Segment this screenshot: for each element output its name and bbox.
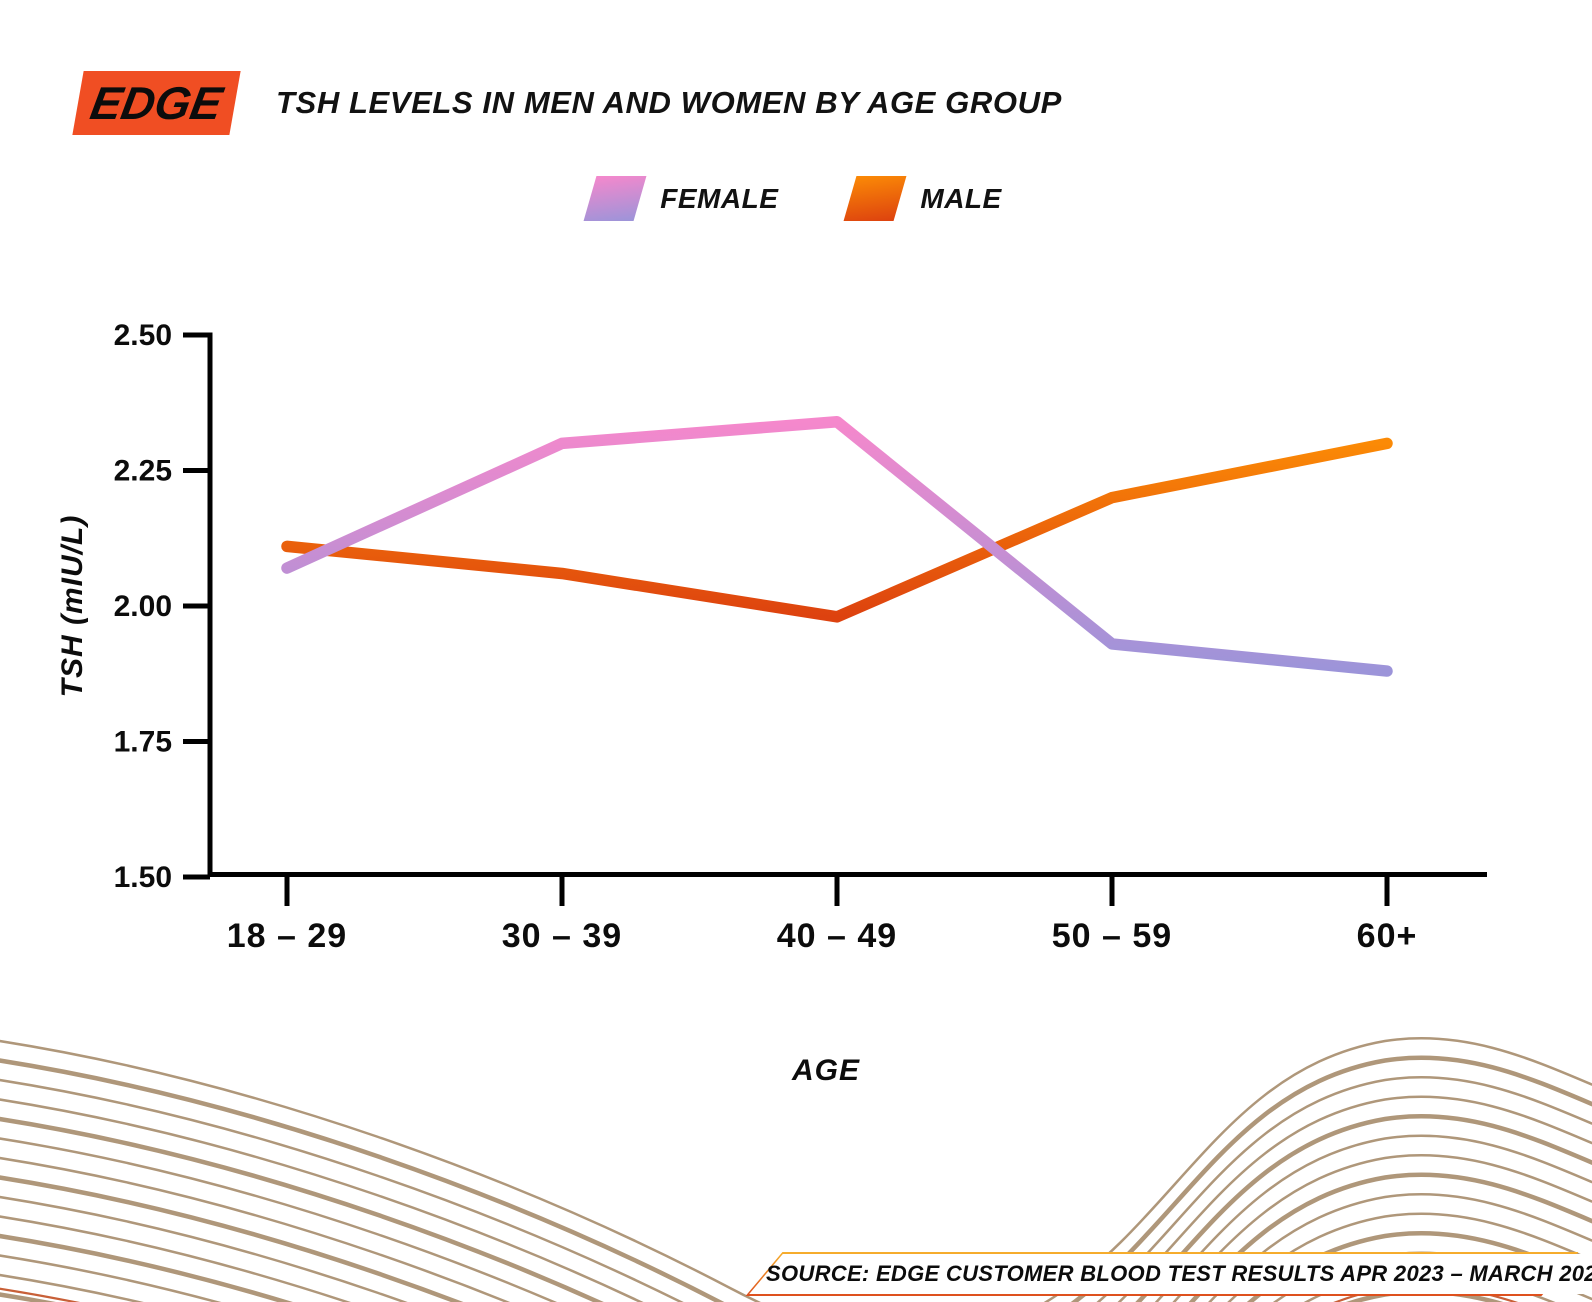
wave-line [0, 1193, 1592, 1302]
x-category-label: 40 – 49 [777, 917, 897, 955]
y-tick-label: 2.00 [114, 590, 172, 623]
wave-line [0, 1231, 1592, 1302]
y-tick-label: 2.50 [114, 319, 172, 352]
legend-item-male: MALE [843, 176, 1002, 221]
wave-line [0, 1134, 1592, 1302]
female-swatch-icon [583, 176, 647, 221]
edge-logo: EDGE [72, 71, 241, 135]
x-category-label: 30 – 39 [502, 917, 622, 955]
header: EDGE TSH LEVELS IN MEN AND WOMEN BY AGE … [0, 0, 1592, 150]
y-axis-title: TSH (mIU/L) [56, 515, 89, 698]
wave-line [0, 1114, 1592, 1302]
legend-label-female: FEMALE [660, 182, 779, 214]
male-line-series [281, 437, 1393, 623]
edge-logo-text: EDGE [86, 77, 227, 129]
wave-line [0, 1076, 1592, 1302]
source-box: SOURCE: EDGE CUSTOMER BLOOD TEST RESULTS… [745, 1252, 1592, 1296]
y-tick-label: 1.75 [114, 726, 172, 759]
wave-line [0, 1055, 1592, 1302]
wave-line [0, 1172, 1592, 1302]
wave-line [0, 1037, 1592, 1302]
y-tick-label: 1.50 [114, 861, 172, 894]
male-swatch-icon [843, 176, 907, 221]
chart-legend: FEMALE MALE [0, 176, 1592, 221]
decorative-waves [0, 1037, 1592, 1302]
wave-line [0, 1154, 1592, 1302]
wave-line [0, 1212, 1592, 1302]
x-category-label: 18 – 29 [227, 917, 347, 955]
x-axis-title: AGE [791, 1054, 860, 1087]
y-tick-label: 2.25 [114, 455, 172, 488]
legend-label-male: MALE [920, 182, 1002, 214]
chart-title: TSH LEVELS IN MEN AND WOMEN BY AGE GROUP [276, 85, 1062, 120]
source-box-inner: SOURCE: EDGE CUSTOMER BLOOD TEST RESULTS… [749, 1254, 1592, 1294]
legend-item-female: FEMALE [583, 176, 779, 221]
source-text: SOURCE: EDGE CUSTOMER BLOOD TEST RESULTS… [766, 1261, 1592, 1286]
x-category-label: 60+ [1357, 917, 1418, 955]
x-category-label: 50 – 59 [1052, 917, 1172, 955]
female-line-series [281, 415, 1393, 677]
wave-line [0, 1095, 1592, 1302]
